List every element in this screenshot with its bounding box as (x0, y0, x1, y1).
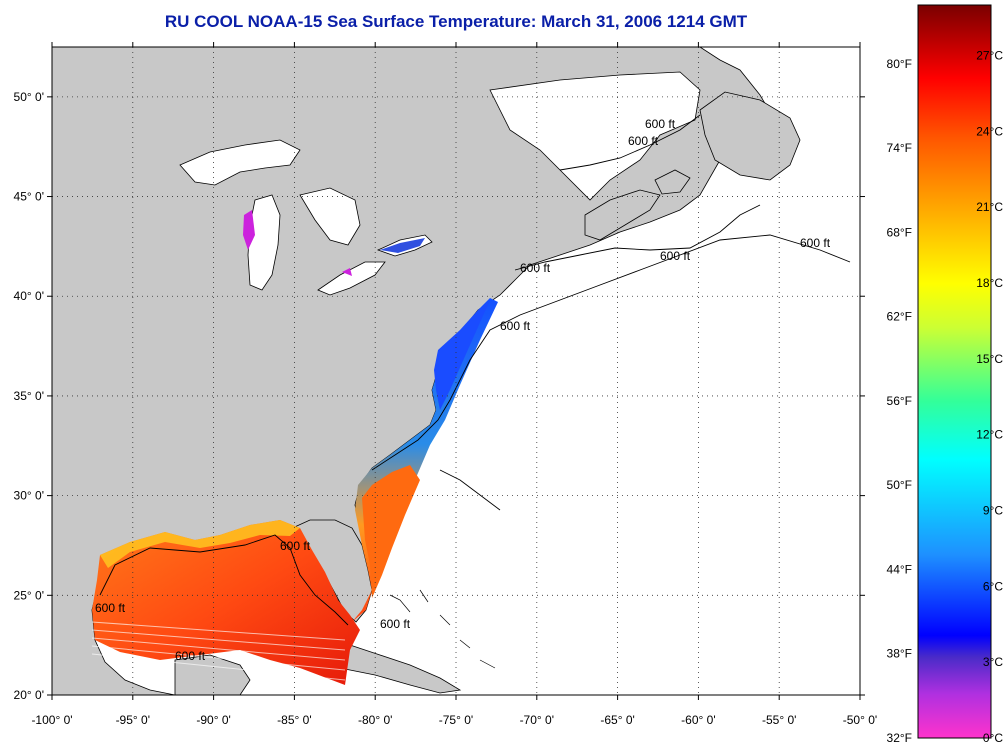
st-lawrence-gulf (489, 71, 701, 201)
latitude-label: 45° 0' (14, 190, 44, 204)
celsius-label: 21°C (976, 200, 1003, 214)
longitude-label: -70° 0' (520, 713, 554, 727)
lake-ontario-sst (380, 238, 425, 253)
celsius-label: 3°C (983, 655, 1003, 669)
yucatan (174, 654, 251, 695)
bathymetry-contours (99, 114, 851, 626)
longitude-label: -50° 0' (843, 713, 877, 727)
swath-stripes (91, 621, 346, 681)
latitude-label: 40° 0' (14, 289, 44, 303)
colorbar-celsius-labels: 27°C 24°C 21°C 18°C 15°C 12°C 9°C 6°C 3°C 0°C (976, 49, 1003, 745)
cape-hatteras-blue (434, 300, 490, 410)
contour-label: 600 ft (175, 649, 206, 663)
colorbar-fahrenheit-labels: 80°F 74°F 68°F 62°F 56°F 50°F 44°F 38°F 32°F (887, 57, 912, 745)
longitude-label: -80° 0' (358, 713, 392, 727)
fahrenheit-label: 32°F (887, 731, 912, 745)
cape-breton (654, 169, 691, 195)
bahamas (389, 589, 496, 669)
latitude-label: 20° 0' (14, 688, 44, 702)
contour-label: 600 ft (660, 249, 691, 263)
longitude-label: -100° 0' (31, 713, 72, 727)
nova-scotia (584, 189, 661, 241)
lake-superior (179, 139, 301, 186)
contour-label: 600 ft (280, 539, 311, 553)
lake-erie-sst (342, 268, 352, 276)
latitude-label: 50° 0' (14, 90, 44, 104)
fahrenheit-label: 62°F (887, 310, 912, 324)
contour-label: 600 ft (800, 236, 831, 250)
fahrenheit-label: 80°F (887, 57, 912, 71)
lake-huron (299, 187, 361, 246)
lake-michigan-sst (243, 210, 255, 250)
latitude-labels: 50° 0' 45° 0' 40° 0' 35° 0' 30° 0' 25° 0' 20° … (14, 90, 44, 702)
longitude-label: -65° 0' (600, 713, 634, 727)
celsius-label: 27°C (976, 49, 1003, 63)
contour-label: 600 ft (520, 261, 551, 275)
fahrenheit-label: 74°F (887, 141, 912, 155)
newfoundland (699, 91, 801, 181)
colorbar (917, 4, 992, 739)
contour-label: 600 ft (645, 117, 676, 131)
longitude-label: -95° 0' (116, 713, 150, 727)
contour-label: 600 ft (628, 134, 659, 148)
longitude-label: -55° 0' (762, 713, 796, 727)
gulf-stream-warm (362, 465, 420, 598)
longitude-label: -75° 0' (439, 713, 473, 727)
axis-ticks (47, 42, 865, 700)
latitude-label: 25° 0' (14, 588, 44, 602)
longitude-label: -90° 0' (196, 713, 230, 727)
longitude-label: -85° 0' (277, 713, 311, 727)
celsius-label: 0°C (983, 731, 1003, 745)
celsius-label: 15°C (976, 352, 1003, 366)
map-plot: 600 ft 600 ft 600 ft 600 ft 600 ft 600 f… (52, 47, 860, 695)
longitude-label: -60° 0' (681, 713, 715, 727)
map-title: RU COOL NOAA-15 Sea Surface Temperature:… (164, 12, 748, 31)
celsius-label: 6°C (983, 579, 1003, 593)
fahrenheit-label: 56°F (887, 394, 912, 408)
latitude-label: 30° 0' (14, 489, 44, 503)
graticule (52, 47, 860, 695)
fahrenheit-label: 68°F (887, 225, 912, 239)
celsius-label: 24°C (976, 124, 1003, 138)
celsius-label: 18°C (976, 276, 1003, 290)
longitude-labels: -100° 0' -95° 0' -90° 0' -85° 0' -80° 0' -75°… (31, 713, 877, 727)
celsius-label: 9°C (983, 504, 1003, 518)
fahrenheit-label: 38°F (887, 647, 912, 661)
fahrenheit-label: 50°F (887, 478, 912, 492)
contour-label: 600 ft (95, 601, 126, 615)
latitude-label: 35° 0' (14, 389, 44, 403)
gulf-coastal-cool (100, 520, 300, 568)
contour-label: 600 ft (500, 319, 531, 333)
fahrenheit-label: 44°F (887, 562, 912, 576)
celsius-label: 12°C (976, 428, 1003, 442)
contour-label: 600 ft (380, 617, 411, 631)
